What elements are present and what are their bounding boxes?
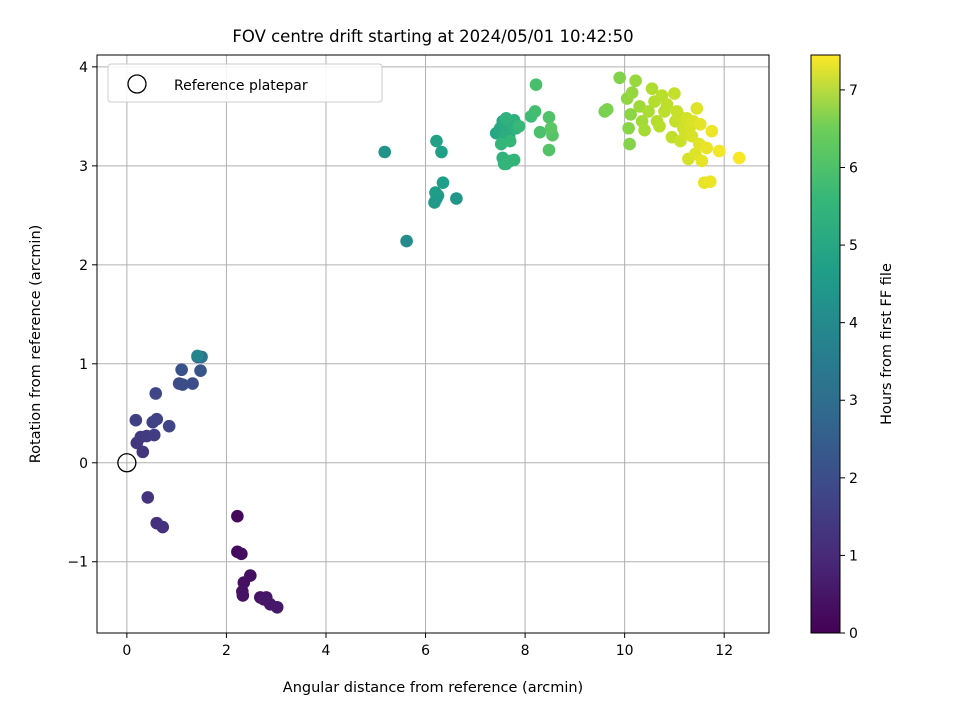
x-tick-label: 12 xyxy=(715,643,733,659)
data-point xyxy=(690,102,704,115)
y-tick-label: 4 xyxy=(79,60,88,76)
x-axis-label: Angular distance from reference (arcmin) xyxy=(283,680,583,696)
y-axis-ticks: −1 0 1 2 3 4 xyxy=(67,60,97,571)
data-point xyxy=(529,78,543,91)
grid xyxy=(97,55,769,633)
x-tick-label: 6 xyxy=(421,643,430,659)
colorbar-tick-label: 1 xyxy=(849,548,858,564)
data-point xyxy=(436,176,450,189)
data-points xyxy=(129,71,746,614)
data-point xyxy=(175,363,188,377)
data-point xyxy=(629,74,642,88)
reference-platepar-marker xyxy=(117,453,137,473)
data-point xyxy=(129,413,143,427)
legend-reference-marker xyxy=(127,74,147,94)
data-point xyxy=(499,112,513,125)
data-point xyxy=(642,105,655,118)
data-point xyxy=(149,387,163,400)
data-point xyxy=(653,119,666,133)
colorbar-tick-label: 0 xyxy=(849,626,858,642)
data-point xyxy=(613,71,626,85)
data-point xyxy=(503,134,517,148)
x-tick-label: 2 xyxy=(222,643,231,659)
data-point xyxy=(191,349,204,363)
colorbar-tick-label: 2 xyxy=(849,471,858,487)
data-point xyxy=(176,378,189,391)
x-tick-label: 4 xyxy=(322,643,331,659)
data-point xyxy=(430,134,443,148)
data-point xyxy=(231,509,244,523)
data-point xyxy=(235,547,248,561)
data-point xyxy=(645,82,659,95)
colorbar-ticks: 0 1 2 3 4 5 6 7 xyxy=(840,83,858,642)
data-point xyxy=(150,412,164,426)
data-point xyxy=(528,105,542,118)
y-tick-label: −1 xyxy=(67,555,88,571)
data-point xyxy=(400,234,413,248)
data-point xyxy=(542,111,556,124)
data-point xyxy=(186,377,199,390)
data-point xyxy=(700,141,714,155)
data-point xyxy=(512,119,526,133)
data-point xyxy=(694,117,707,131)
data-point xyxy=(542,143,556,157)
x-tick-label: 10 xyxy=(616,643,634,659)
colorbar-gradient xyxy=(810,54,841,634)
data-point xyxy=(705,124,719,138)
y-axis-label: Rotation from reference (arcmin) xyxy=(28,225,44,464)
legend-label: Reference platepar xyxy=(174,78,308,94)
data-point xyxy=(623,137,636,151)
data-point xyxy=(625,86,639,99)
data-point xyxy=(450,192,463,205)
data-point xyxy=(236,589,250,602)
data-point xyxy=(660,98,674,111)
data-point xyxy=(622,121,635,135)
x-tick-label: 0 xyxy=(122,643,131,659)
data-point xyxy=(668,87,681,100)
data-point xyxy=(533,125,547,139)
y-tick-label: 1 xyxy=(79,357,88,373)
data-point xyxy=(429,186,442,199)
data-point xyxy=(156,520,170,534)
legend-box xyxy=(107,63,383,103)
data-point xyxy=(624,108,637,121)
chart-title: FOV centre drift starting at 2024/05/01 … xyxy=(232,27,633,46)
colorbar-tick-label: 5 xyxy=(849,238,858,254)
data-point xyxy=(378,145,392,159)
data-point xyxy=(638,123,651,137)
legend: Reference platepar xyxy=(107,63,383,103)
colorbar: 0 1 2 3 4 5 6 7 Hours from first FF file xyxy=(810,54,895,642)
data-point xyxy=(194,364,207,378)
plot-area xyxy=(96,54,770,634)
data-point xyxy=(141,491,155,504)
x-tick-label: 8 xyxy=(521,643,530,659)
y-tick-label: 0 xyxy=(79,456,88,472)
data-point xyxy=(685,129,699,143)
colorbar-tick-label: 7 xyxy=(849,83,858,99)
data-point xyxy=(162,419,176,433)
data-point xyxy=(507,153,521,167)
y-tick-label: 2 xyxy=(79,258,88,274)
data-point xyxy=(703,175,717,188)
data-point xyxy=(732,151,746,165)
data-point xyxy=(435,145,448,159)
data-point xyxy=(497,157,511,171)
data-point xyxy=(600,103,614,116)
data-point xyxy=(712,144,726,158)
data-point xyxy=(270,600,284,614)
data-point xyxy=(695,154,709,168)
data-point xyxy=(147,428,161,442)
x-axis-ticks: 0 2 4 6 8 10 12 xyxy=(122,633,733,659)
y-tick-label: 3 xyxy=(79,159,88,175)
colorbar-tick-label: 6 xyxy=(849,160,858,176)
colorbar-tick-label: 3 xyxy=(849,393,858,409)
data-point xyxy=(136,445,150,459)
colorbar-tick-label: 4 xyxy=(849,316,858,332)
plot-frame xyxy=(96,54,770,634)
colorbar-label: Hours from first FF file xyxy=(879,263,895,425)
data-point xyxy=(544,121,558,135)
